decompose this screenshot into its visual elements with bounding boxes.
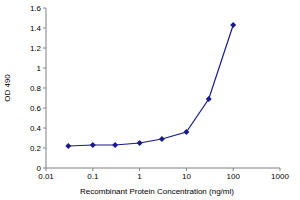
plot-area xyxy=(65,22,236,149)
line xyxy=(68,25,233,146)
x-tick xyxy=(186,168,187,171)
marker xyxy=(206,96,212,102)
y-tick xyxy=(43,68,46,69)
y-tick xyxy=(43,88,46,89)
marker xyxy=(65,143,71,149)
x-tick-label: 0.1 xyxy=(87,172,99,181)
marker xyxy=(90,142,96,148)
x-tick-label: 1000 xyxy=(271,172,289,181)
y-tick-label: 1.4 xyxy=(30,24,42,33)
x-tick xyxy=(139,168,140,171)
x-tick xyxy=(92,168,93,171)
marker xyxy=(230,22,236,28)
x-tick-label: 1 xyxy=(137,172,142,181)
chart: 00.20.40.60.811.21.41.60.010.11101001000… xyxy=(0,0,300,200)
y-tick-label: 0.4 xyxy=(30,124,42,133)
y-axis-label: OD 490 xyxy=(3,74,12,102)
x-tick-label: 100 xyxy=(227,172,241,181)
x-tick-label: 0.01 xyxy=(38,172,54,181)
y-tick xyxy=(43,148,46,149)
x-tick xyxy=(280,168,281,171)
x-tick-label: 10 xyxy=(182,172,191,181)
y-tick-label: 1.2 xyxy=(30,44,42,53)
x-axis-label: Recombinant Protein Concentration (ng/ml… xyxy=(80,187,234,196)
y-tick-label: 0.8 xyxy=(30,84,42,93)
x-tick xyxy=(233,168,234,171)
y-tick xyxy=(43,108,46,109)
y-tick-label: 0.6 xyxy=(30,104,42,113)
y-tick xyxy=(43,128,46,129)
x-tick xyxy=(46,168,47,171)
marker xyxy=(183,129,189,135)
y-tick-label: 1 xyxy=(37,64,42,73)
marker xyxy=(159,136,165,142)
marker xyxy=(112,142,118,148)
y-tick xyxy=(43,8,46,9)
marker xyxy=(137,140,143,146)
y-tick-label: 1.6 xyxy=(30,4,42,13)
y-tick-label: 0.2 xyxy=(30,144,42,153)
x-axis xyxy=(46,168,280,169)
y-tick xyxy=(43,48,46,49)
y-tick xyxy=(43,28,46,29)
